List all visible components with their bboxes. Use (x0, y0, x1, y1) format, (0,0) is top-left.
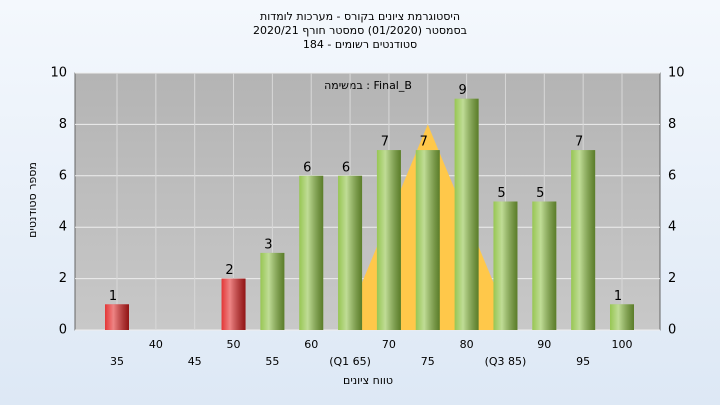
y-axis-label: מספר סטודנטים (26, 162, 39, 238)
y-tick-label: 8 (59, 117, 67, 132)
y2-tick-label: 0 (668, 323, 676, 338)
y2-tick-label: 6 (668, 168, 676, 183)
x-tick-label: 70 (382, 338, 396, 351)
x-tick-label: (Q1 65) (329, 355, 371, 368)
data-label: 3 (264, 237, 272, 252)
bar-shade (610, 304, 634, 330)
bar-shade (493, 201, 518, 330)
x-tick-label: 75 (421, 355, 435, 368)
y2-tick-label: 8 (668, 117, 676, 132)
bar-shade (571, 150, 596, 330)
bar-shade (105, 304, 129, 330)
y-tick-label: 6 (59, 168, 67, 183)
data-label: 5 (536, 186, 544, 201)
data-label: 9 (458, 83, 466, 98)
x-tick-label: 90 (537, 338, 551, 351)
data-label: 1 (614, 289, 622, 304)
chart-title: היסטוגרמת ציונים בקורס - מערכות לומדות (260, 10, 460, 23)
bar-shade (532, 201, 557, 330)
y-tick-label: 4 (59, 220, 67, 235)
data-label: 5 (497, 186, 505, 201)
data-label: 7 (575, 135, 583, 150)
x-tick-label: (Q3 85) (485, 355, 527, 368)
bar-shade (338, 175, 363, 330)
data-label: 2 (225, 263, 233, 278)
bar-shade (221, 278, 246, 330)
y-tick-label: 0 (59, 323, 67, 338)
x-tick-label: 35 (110, 355, 124, 368)
x-tick-label: 60 (304, 338, 318, 351)
bar-shade (260, 252, 285, 330)
y2-tick-label: 2 (668, 271, 676, 286)
annotation: במשימה : Final_B (324, 79, 412, 92)
x-tick-label: 55 (265, 355, 279, 368)
data-label: 7 (381, 135, 389, 150)
x-tick-label: 45 (188, 355, 202, 368)
x-tick-label: 50 (227, 338, 241, 351)
bar-shade (299, 175, 324, 330)
data-label: 6 (342, 160, 350, 175)
data-label: 1 (109, 289, 117, 304)
bar-shade (376, 150, 401, 330)
data-label: 7 (420, 135, 428, 150)
x-tick-label: 95 (576, 355, 590, 368)
bar-shade (454, 98, 479, 330)
y-tick-label: 10 (50, 66, 67, 81)
bar-shade (415, 150, 440, 330)
data-label: 6 (303, 160, 311, 175)
x-axis-label: טווח ציונים (343, 374, 393, 387)
x-tick-label: 40 (149, 338, 163, 351)
x-tick-label: 100 (612, 338, 633, 351)
y-tick-label: 2 (59, 271, 67, 286)
x-tick-label: 80 (460, 338, 474, 351)
y2-tick-label: 10 (668, 66, 685, 81)
chart-subtitle: סטודנטים רשומים - 184 (303, 38, 417, 51)
y2-tick-label: 4 (668, 220, 676, 235)
chart-subtitle: בסמסטר (01/2020) סמסטר חורף 2020/21 (253, 24, 467, 37)
